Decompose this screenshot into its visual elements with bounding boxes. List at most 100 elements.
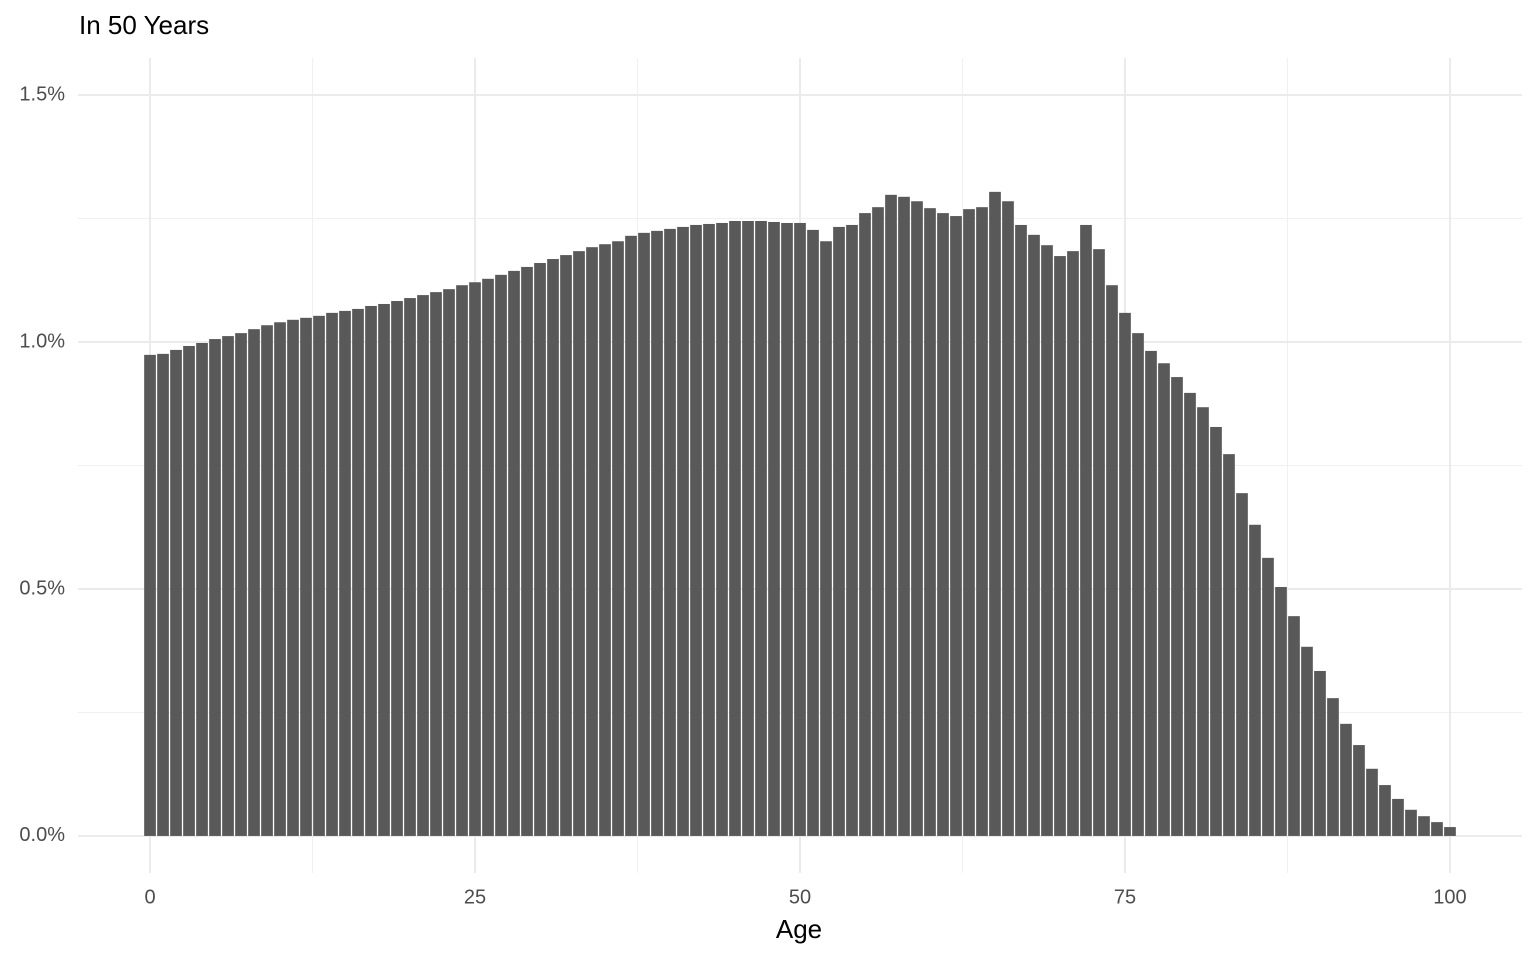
bar <box>1184 392 1196 836</box>
bar <box>586 247 598 836</box>
bar <box>1262 557 1274 836</box>
bar <box>326 312 338 836</box>
bar <box>1145 350 1157 836</box>
bar <box>443 289 455 836</box>
bar <box>781 222 793 836</box>
bar <box>1054 256 1066 836</box>
x-tick-label: 50 <box>789 886 811 908</box>
bar <box>1353 745 1365 836</box>
bar <box>768 221 780 836</box>
bar <box>521 266 533 836</box>
bar <box>170 349 182 836</box>
bar <box>1210 426 1222 836</box>
bar <box>196 343 208 836</box>
bar <box>911 201 923 836</box>
bar <box>352 308 364 836</box>
y-tick-label: 0.0% <box>19 824 65 846</box>
bar <box>339 310 351 836</box>
bar <box>664 228 676 836</box>
bar <box>1418 816 1430 836</box>
bar <box>209 339 221 836</box>
bar <box>1171 377 1183 836</box>
bar <box>833 226 845 836</box>
x-tick-label: 75 <box>1114 886 1136 908</box>
y-tick-label: 0.5% <box>19 577 65 599</box>
bar <box>417 295 429 836</box>
bar <box>794 222 806 836</box>
bar <box>222 336 234 836</box>
bar <box>573 251 585 836</box>
bar <box>937 213 949 836</box>
bar <box>404 298 416 836</box>
bar <box>365 305 377 836</box>
bar <box>1028 234 1040 836</box>
bar <box>846 224 858 836</box>
x-tick-label: 100 <box>1433 886 1466 908</box>
bar <box>885 194 897 836</box>
bar <box>508 270 520 836</box>
bar <box>287 319 299 836</box>
bar <box>1444 827 1456 836</box>
bar <box>638 232 650 836</box>
x-axis-label: Age <box>776 914 822 944</box>
bar <box>820 241 832 836</box>
bar <box>963 209 975 836</box>
bar <box>456 285 468 836</box>
bar <box>1080 224 1092 836</box>
bar <box>1158 363 1170 836</box>
bar <box>1093 249 1105 836</box>
bar <box>235 333 247 836</box>
bar <box>274 322 286 836</box>
bar <box>391 301 403 836</box>
bar <box>1379 785 1391 836</box>
x-tick-label: 25 <box>464 886 486 908</box>
bar <box>430 292 442 836</box>
bar <box>1002 201 1014 836</box>
bar <box>924 208 936 836</box>
bar <box>157 353 169 836</box>
bar <box>807 229 819 836</box>
bar <box>248 329 260 836</box>
bar <box>1106 285 1118 836</box>
chart-title: In 50 Years <box>79 10 209 40</box>
bar <box>261 325 273 836</box>
bar <box>976 207 988 836</box>
bar <box>625 235 637 836</box>
bar <box>1301 646 1313 836</box>
bar <box>1366 768 1378 836</box>
bar <box>651 230 663 836</box>
bar <box>599 244 611 836</box>
bar <box>677 226 689 836</box>
bar <box>378 303 390 836</box>
bar <box>183 345 195 836</box>
bar <box>1327 698 1339 836</box>
bar <box>1223 454 1235 836</box>
bar <box>742 221 754 836</box>
y-tick-label: 1.5% <box>19 83 65 105</box>
bar <box>495 274 507 836</box>
bar <box>989 191 1001 836</box>
bar <box>1132 333 1144 836</box>
bar <box>1405 809 1417 836</box>
bar <box>1041 245 1053 836</box>
bar <box>1197 407 1209 836</box>
bar <box>1392 798 1404 836</box>
bar <box>482 278 494 836</box>
bar <box>300 317 312 836</box>
bar <box>1236 493 1248 836</box>
bar <box>1340 723 1352 836</box>
bar <box>547 259 559 836</box>
bar <box>703 223 715 836</box>
bar <box>612 241 624 836</box>
bar <box>534 262 546 836</box>
bar <box>1249 524 1261 836</box>
x-tick-label: 0 <box>144 886 155 908</box>
bar <box>313 315 325 836</box>
bar <box>1431 822 1443 836</box>
bar <box>560 255 572 836</box>
bar <box>950 216 962 836</box>
bar <box>898 196 910 836</box>
bar <box>859 213 871 836</box>
